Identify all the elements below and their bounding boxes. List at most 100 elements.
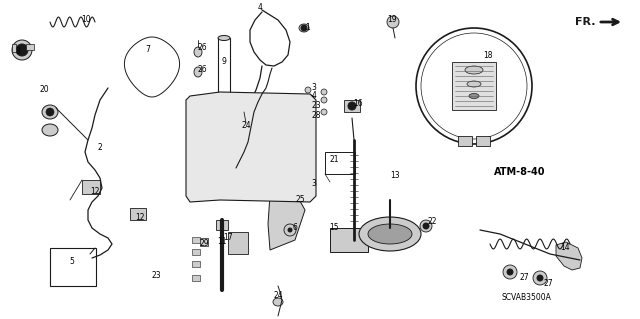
Ellipse shape [299, 24, 309, 32]
Circle shape [420, 220, 432, 232]
Text: 3: 3 [312, 180, 316, 189]
Circle shape [533, 271, 547, 285]
Circle shape [307, 104, 313, 110]
Circle shape [503, 265, 517, 279]
Circle shape [16, 44, 28, 56]
Bar [228, 232, 248, 254]
Circle shape [416, 28, 532, 144]
Text: 23: 23 [311, 101, 321, 110]
Circle shape [301, 25, 307, 31]
Circle shape [308, 95, 314, 101]
Circle shape [321, 109, 327, 115]
Circle shape [348, 102, 356, 110]
Ellipse shape [469, 93, 479, 99]
Bar [12, 44, 16, 52]
Text: 5: 5 [70, 257, 74, 266]
Circle shape [387, 16, 399, 28]
Text: 8: 8 [15, 48, 20, 56]
Circle shape [305, 87, 311, 93]
Bar [216, 220, 228, 230]
Ellipse shape [194, 67, 202, 77]
Text: ATM-8-40: ATM-8-40 [494, 167, 546, 177]
Bar [476, 136, 490, 146]
Bar [458, 136, 472, 146]
Ellipse shape [218, 103, 230, 108]
Text: 28: 28 [311, 112, 321, 121]
Circle shape [347, 233, 361, 247]
Circle shape [284, 224, 296, 236]
Circle shape [507, 269, 513, 275]
Text: 26: 26 [197, 65, 207, 75]
Circle shape [243, 125, 253, 135]
Bar [218, 38, 230, 106]
Bar [26, 44, 34, 50]
Text: 7: 7 [145, 46, 150, 55]
Text: 4: 4 [312, 92, 316, 100]
Text: 12: 12 [135, 213, 145, 222]
Polygon shape [186, 92, 316, 202]
Text: 12: 12 [90, 188, 100, 197]
Bar [130, 208, 146, 220]
Ellipse shape [46, 108, 54, 116]
Polygon shape [124, 37, 180, 97]
Ellipse shape [42, 124, 58, 136]
Circle shape [241, 123, 251, 133]
Ellipse shape [359, 217, 421, 251]
Bar [452, 62, 496, 110]
Text: 10: 10 [81, 16, 91, 25]
Text: 2: 2 [98, 144, 102, 152]
Ellipse shape [273, 298, 283, 306]
Text: 26: 26 [197, 43, 207, 53]
Text: 23: 23 [151, 271, 161, 280]
Text: FR.: FR. [575, 17, 596, 27]
Text: 4: 4 [257, 4, 262, 12]
Text: 16: 16 [353, 100, 363, 108]
Text: 19: 19 [387, 16, 397, 25]
Bar [330, 228, 368, 252]
Bar [192, 249, 200, 255]
Bar [82, 180, 100, 194]
Text: 17: 17 [223, 234, 233, 242]
Text: 18: 18 [483, 51, 493, 61]
Text: 9: 9 [221, 57, 227, 66]
Text: 27: 27 [519, 273, 529, 283]
Circle shape [262, 142, 294, 174]
Text: 6: 6 [292, 224, 298, 233]
Polygon shape [268, 192, 305, 250]
Text: 3: 3 [312, 84, 316, 93]
Circle shape [321, 89, 327, 95]
Ellipse shape [194, 47, 202, 57]
Ellipse shape [465, 66, 483, 74]
Circle shape [236, 118, 260, 142]
Text: 24: 24 [273, 292, 283, 300]
Ellipse shape [368, 224, 412, 244]
Bar [200, 238, 208, 246]
Ellipse shape [218, 35, 230, 41]
Text: 14: 14 [560, 243, 570, 253]
Text: 29: 29 [199, 240, 209, 249]
Text: SCVAB3500A: SCVAB3500A [501, 293, 551, 302]
Ellipse shape [42, 105, 58, 119]
Ellipse shape [467, 81, 481, 87]
Text: 20: 20 [39, 85, 49, 94]
Text: 24: 24 [241, 122, 251, 130]
Text: 13: 13 [390, 172, 400, 181]
Circle shape [240, 168, 268, 196]
Text: 21: 21 [329, 155, 339, 165]
Bar [50, 248, 96, 286]
Circle shape [228, 110, 268, 150]
Text: 11: 11 [217, 238, 227, 247]
Circle shape [321, 97, 327, 103]
Bar [344, 100, 360, 112]
Circle shape [270, 150, 286, 166]
Text: 25: 25 [295, 196, 305, 204]
Circle shape [12, 40, 32, 60]
Bar [325, 152, 355, 174]
Text: 27: 27 [543, 279, 553, 288]
Bar [192, 261, 200, 267]
Text: 1: 1 [306, 24, 310, 33]
Bar [192, 237, 200, 243]
Bar [192, 275, 200, 281]
Circle shape [423, 223, 429, 229]
Polygon shape [556, 242, 582, 270]
